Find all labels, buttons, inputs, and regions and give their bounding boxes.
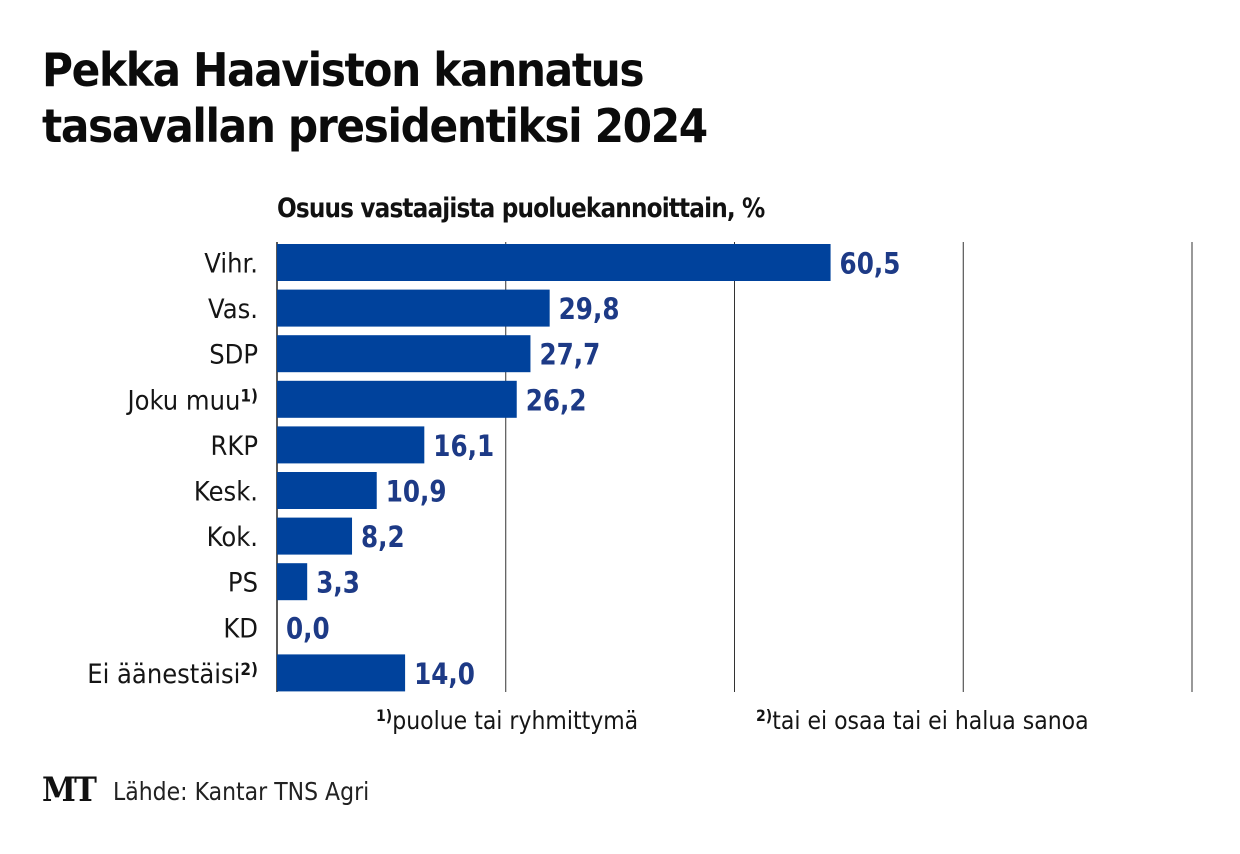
category-label-text: RKP: [211, 431, 258, 463]
value-label: 3,3: [316, 567, 360, 600]
category-labels: Vihr. Vas. SDP Joku muu1) RKP Kesk. Kok. PS KD Ei…: [87, 248, 258, 690]
category-label-text: KD: [223, 613, 258, 645]
value-label: 27,7: [539, 339, 600, 372]
category-label: SDP: [209, 340, 258, 372]
chart-title: Pekka Haaviston kannatus tasavallan pres…: [42, 42, 708, 154]
bar: [277, 426, 425, 464]
category-label-text: Joku muu: [126, 385, 241, 417]
category-label: Ei äänestäisi2): [87, 659, 258, 691]
category-label: Vas.: [208, 294, 258, 326]
category-label: RKP: [211, 431, 258, 463]
category-label-text: Ei äänestäisi: [87, 659, 240, 691]
bar: [277, 517, 353, 555]
value-label: 0,0: [286, 612, 330, 645]
footnote-2-mark: 2): [756, 706, 773, 725]
chart-title-line-2: tasavallan presidentiksi 2024: [42, 99, 708, 153]
category-label: Kok.: [207, 522, 258, 554]
category-label-text: SDP: [209, 340, 258, 372]
value-label: 26,2: [526, 384, 587, 417]
bar: [277, 654, 406, 692]
footnote-1: 1)puolue tai ryhmittymä: [376, 706, 638, 735]
value-label: 14,0: [414, 658, 475, 691]
bar: [277, 380, 517, 418]
source-text: Lähde: Kantar TNS Agri: [113, 777, 370, 806]
category-label: Kesk.: [194, 476, 258, 508]
category-label-text: Kesk.: [194, 476, 258, 508]
category-label-text: Vas.: [208, 294, 258, 326]
category-label: PS: [228, 568, 258, 600]
bars: [277, 244, 831, 692]
bar: [277, 244, 831, 281]
bar: [277, 289, 550, 327]
value-label: 16,1: [433, 430, 494, 463]
category-label: Vihr.: [204, 248, 258, 280]
chart-title-line-1: Pekka Haaviston kannatus: [42, 43, 645, 97]
bar: [277, 472, 377, 509]
chart-subtitle: Osuus vastaajista puoluekannoittain, %: [277, 193, 765, 224]
category-label: Joku muu1): [126, 385, 258, 417]
category-label-text: Vihr.: [204, 248, 258, 280]
category-label-text: PS: [228, 568, 258, 600]
footnote-1-text: puolue tai ryhmittymä: [392, 706, 639, 735]
value-label: 60,5: [840, 248, 901, 281]
category-label-text: Kok.: [207, 522, 258, 554]
category-footnote-mark: 1): [240, 386, 258, 406]
value-label: 29,8: [559, 293, 620, 326]
mt-logo: MT: [42, 770, 97, 810]
footnote-1-mark: 1): [376, 706, 393, 725]
bar: [277, 335, 531, 373]
footnote-2-text: tai ei osaa tai ei halua sanoa: [772, 706, 1089, 735]
value-label: 8,2: [361, 521, 405, 554]
category-label: KD: [223, 613, 258, 645]
value-labels: 60,5 29,8 27,7 26,2 16,1 10,9 8,23,3 0,0 14,0: [286, 248, 900, 692]
footnote-2: 2)tai ei osaa tai ei halua sanoa: [756, 706, 1089, 735]
category-footnote-mark: 2): [240, 659, 258, 679]
bar: [277, 563, 308, 601]
value-label: 10,9: [386, 476, 447, 509]
